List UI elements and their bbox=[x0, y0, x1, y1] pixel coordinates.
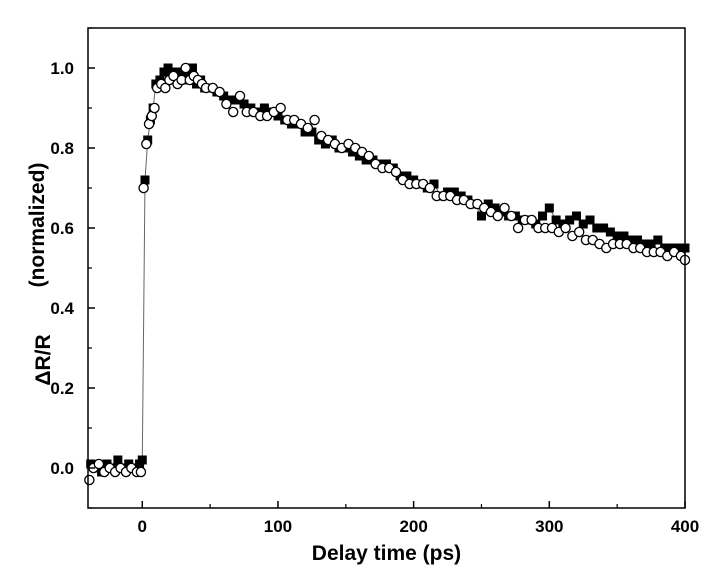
x-tick-label: 0 bbox=[138, 517, 147, 536]
data-point-square bbox=[225, 95, 235, 105]
data-point-circle bbox=[221, 98, 232, 110]
y-tick-label: 0.4 bbox=[50, 299, 74, 318]
data-point-square bbox=[113, 455, 123, 465]
data-point-square bbox=[660, 243, 670, 253]
data-point-circle bbox=[302, 122, 314, 134]
plot-frame bbox=[87, 27, 686, 509]
axis-ticks: 0 100 200 300 400 0.0 0.2 0.4 0.6 0.8 1.0 bbox=[50, 27, 699, 536]
plot-area bbox=[84, 62, 691, 486]
series-2 bbox=[84, 62, 691, 486]
data-point-square bbox=[239, 99, 249, 109]
y-tick-label: 0.0 bbox=[50, 459, 74, 478]
data-point-circle bbox=[424, 182, 436, 194]
data-point-square bbox=[585, 215, 595, 225]
data-point-square bbox=[187, 63, 197, 73]
data-point-square bbox=[490, 203, 500, 213]
series-line bbox=[90, 67, 685, 473]
data-point-square bbox=[551, 215, 561, 225]
data-point-circle bbox=[506, 210, 517, 222]
data-point-square bbox=[402, 171, 412, 181]
data-point-square bbox=[219, 91, 229, 101]
x-axis-title: Delay time (ps) bbox=[312, 542, 461, 565]
data-point-square bbox=[599, 223, 609, 233]
data-point-circle bbox=[84, 474, 95, 486]
data-point-circle bbox=[512, 222, 524, 234]
data-point-square bbox=[476, 211, 486, 221]
y-tick-label: 0.6 bbox=[50, 219, 74, 238]
data-point-square bbox=[449, 187, 459, 197]
data-point-square bbox=[639, 239, 649, 249]
data-point-circle bbox=[390, 166, 402, 178]
data-point-circle bbox=[93, 458, 105, 470]
data-point-circle bbox=[573, 226, 585, 238]
data-point-square bbox=[140, 175, 150, 185]
data-point-square bbox=[137, 455, 147, 465]
data-point-circle bbox=[499, 202, 510, 214]
data-point-square bbox=[429, 179, 439, 189]
data-point-square bbox=[483, 199, 493, 209]
data-point-square bbox=[646, 239, 656, 249]
y-axis-title-main: ΔR/R bbox=[32, 334, 55, 385]
data-point-circle bbox=[138, 182, 149, 194]
data-point-circle bbox=[160, 82, 171, 94]
y-tick-label: 0.2 bbox=[50, 379, 74, 398]
data-point-square bbox=[633, 235, 643, 245]
data-point-square bbox=[175, 67, 185, 77]
data-point-circle bbox=[168, 70, 179, 82]
data-point-square bbox=[307, 127, 317, 137]
data-point-square bbox=[673, 243, 683, 253]
data-point-circle bbox=[141, 138, 152, 150]
data-point-square bbox=[259, 103, 269, 113]
data-point-circle bbox=[526, 214, 537, 226]
data-point-circle bbox=[135, 466, 147, 478]
data-point-circle bbox=[214, 86, 225, 98]
data-point-square bbox=[565, 215, 575, 225]
data-point-circle bbox=[234, 90, 246, 102]
y-tick-label: 1.0 bbox=[50, 59, 74, 78]
data-point-square bbox=[626, 235, 636, 245]
data-point-circle bbox=[492, 210, 504, 222]
y-axis-title: ΔR/R (normalized) bbox=[26, 163, 55, 386]
x-tick-label: 400 bbox=[671, 517, 699, 536]
x-tick-label: 200 bbox=[399, 517, 427, 536]
series-1 bbox=[86, 63, 690, 477]
data-point-circle bbox=[275, 102, 286, 114]
data-point-square bbox=[538, 211, 548, 221]
data-point-square bbox=[273, 111, 283, 121]
data-point-square bbox=[653, 235, 663, 245]
y-tick-label: 0.8 bbox=[50, 139, 74, 158]
y-axis-title-normalized: (normalized) bbox=[26, 163, 49, 288]
x-tick-label: 300 bbox=[535, 517, 563, 536]
data-point-circle bbox=[309, 114, 320, 126]
data-point-square bbox=[578, 219, 588, 229]
data-point-square bbox=[612, 231, 622, 241]
data-point-circle bbox=[227, 106, 239, 118]
data-point-circle bbox=[363, 150, 375, 162]
data-point-circle bbox=[149, 102, 160, 114]
data-point-square bbox=[619, 231, 629, 241]
data-point-square bbox=[592, 223, 602, 233]
data-point-square bbox=[544, 203, 554, 213]
data-point-square bbox=[605, 227, 615, 237]
x-tick-label: 100 bbox=[264, 517, 292, 536]
data-point-circle bbox=[560, 222, 571, 234]
data-point-circle bbox=[180, 62, 191, 74]
data-point-square bbox=[571, 211, 581, 221]
